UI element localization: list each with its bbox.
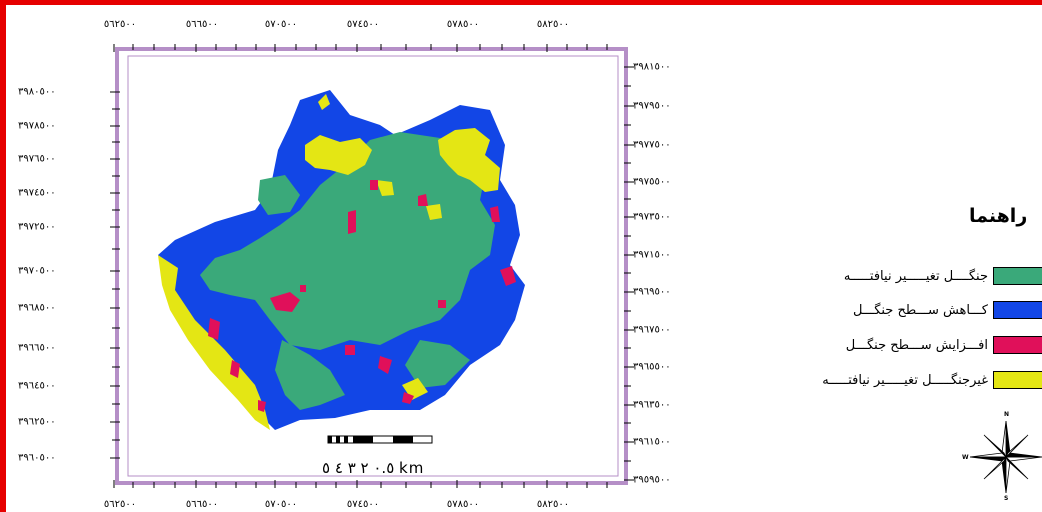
compass-south-label: S	[1004, 495, 1009, 502]
bottom-x-label: ٥٦٦٥٠٠	[185, 499, 219, 510]
bottom-x-label: ٥٧٨٥٠٠	[446, 499, 480, 510]
legend-item-unchanged-nonforest: غیرجنگـــــل تغیـــــیر نیافتـــــه	[6, 371, 1042, 391]
compass-north-label: N	[1004, 411, 1010, 418]
unchanged-nonforest-region	[305, 135, 372, 175]
right-y-label: ٣٩٥٩٥٠٠	[633, 474, 671, 486]
right-y-label: ٣٩٦٣٥٠٠	[633, 399, 671, 411]
right-y-label: ٣٩٨١٥٠٠	[633, 61, 671, 73]
unchanged-nonforest-region	[376, 180, 394, 196]
unchanged-nonforest-region	[318, 94, 330, 110]
top-x-label: ٥٦٢٥٠٠	[103, 19, 137, 30]
legend-title: راهنما	[969, 205, 1028, 227]
left-y-label: ٣٩٧٠٥٠٠	[18, 265, 56, 277]
unchanged-nonforest-region	[438, 128, 500, 192]
legend-swatch	[993, 267, 1042, 285]
bottom-x-label: ٥٧٠٥٠٠	[264, 499, 298, 510]
right-y-label: ٣٩٧٥٥٠٠	[633, 176, 671, 188]
top-x-label: ٥٧٠٥٠٠	[264, 19, 298, 30]
left-y-label: ٣٩٦٢٥٠٠	[18, 416, 56, 428]
left-y-label: ٣٩٦٦٥٠٠	[18, 342, 56, 354]
right-y-label: ٣٩٦٥٥٠٠	[633, 361, 671, 373]
right-y-label: ٣٩٧٧٥٠٠	[633, 139, 671, 151]
left-y-label: ٣٩٨٠٥٠٠	[18, 86, 56, 98]
legend-item-forest-gain: افـــزایش ســـطح جنگـــل	[6, 336, 1042, 356]
left-y-label: ٣٩٧٤٥٠٠	[18, 187, 56, 199]
frame-inner	[127, 55, 619, 477]
bottom-x-label: ٥٧٤٥٠٠	[346, 499, 380, 510]
frame-ticks	[110, 44, 634, 488]
top-x-label: ٥٨٢٥٠٠	[536, 19, 570, 30]
left-y-label: ٣٩٧٢٥٠٠	[18, 221, 56, 233]
legend-label: غیرجنگـــــل تغیـــــیر نیافتـــــه	[822, 373, 988, 388]
right-y-label: ٣٩٦٩٥٠٠	[633, 286, 671, 298]
right-y-label: ٣٩٧١٥٠٠	[633, 249, 671, 261]
legend-swatch	[993, 301, 1042, 319]
left-y-label: ٣٩٦٠٥٠٠	[18, 452, 56, 464]
legend-label: کـــاهش ســـطح جنگـــل	[852, 303, 988, 318]
left-y-label: ٣٩٦٨٥٠٠	[18, 302, 56, 314]
right-y-label: ٣٩٦٧٥٠٠	[633, 324, 671, 336]
left-y-label: ٣٩٦٤٥٠٠	[18, 380, 56, 392]
legend-label: افـــزایش ســـطح جنگـــل	[845, 338, 988, 353]
right-y-label: ٣٩٧٩٥٠٠	[633, 100, 671, 112]
top-x-label: ٥٧٨٥٠٠	[446, 19, 480, 30]
compass-west-label: W	[962, 454, 969, 461]
left-y-label: ٣٩٧٨٥٠٠	[18, 120, 56, 132]
left-y-label: ٣٩٧٦٥٠٠	[18, 153, 56, 165]
top-x-label: ٥٦٦٥٠٠	[185, 19, 219, 30]
legend-item-forest-loss: کـــاهش ســـطح جنگـــل	[6, 301, 1042, 321]
unchanged-nonforest-region	[426, 204, 442, 220]
bottom-x-label: ٥٨٢٥٠٠	[536, 499, 570, 510]
legend-item-unchanged-forest: جنگــــل تغیـــــیر نیافتـــــه	[6, 267, 1042, 287]
scale-bar-label: ٠.٥ ٢ ٣ ٤ ٥ km	[322, 459, 425, 477]
bottom-x-label: ٥٦٢٥٠٠	[103, 499, 137, 510]
legend-swatch	[993, 371, 1042, 389]
right-y-label: ٣٩٦١٥٠٠	[633, 436, 671, 448]
legend-swatch	[993, 336, 1042, 354]
top-x-label: ٥٧٤٥٠٠	[346, 19, 380, 30]
compass-star-icon	[969, 420, 1042, 494]
legend-label: جنگــــل تغیـــــیر نیافتـــــه	[843, 269, 988, 284]
scale-bar	[327, 435, 433, 444]
unchanged-forest-region	[258, 175, 300, 215]
frame-outer	[115, 47, 628, 485]
right-y-label: ٣٩٧٣٥٠٠	[633, 211, 671, 223]
compass-rose: N S W E	[962, 411, 1042, 502]
